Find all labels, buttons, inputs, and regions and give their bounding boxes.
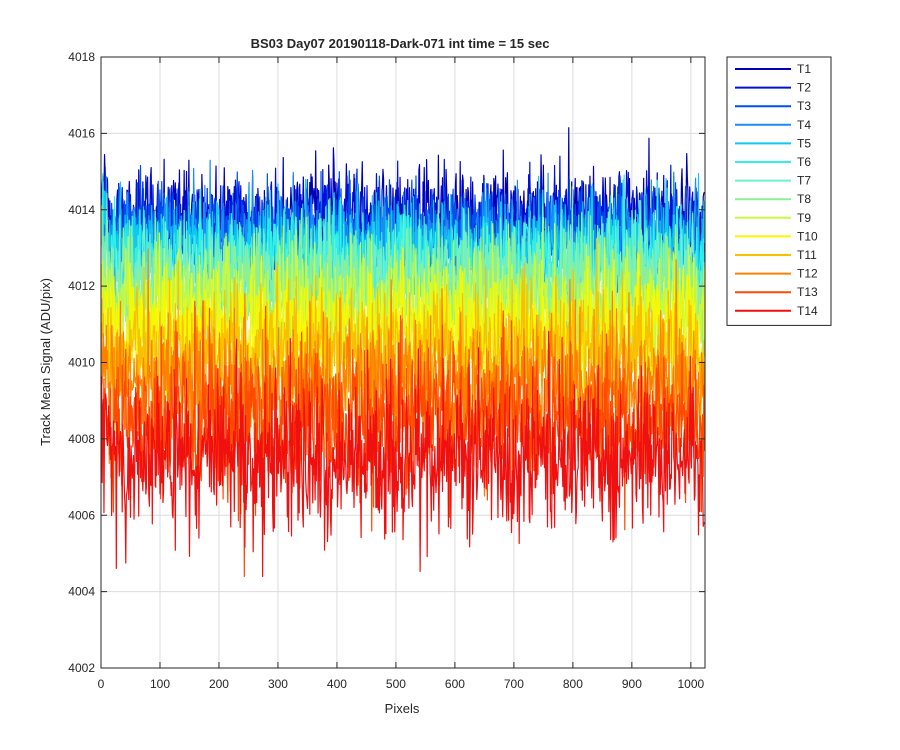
- legend-label-t14: T14: [797, 304, 818, 318]
- legend-label-t9: T9: [797, 211, 811, 225]
- legend-label-t12: T12: [797, 267, 818, 281]
- x-tick-label: 900: [622, 677, 642, 691]
- x-tick-label: 400: [327, 677, 347, 691]
- series-group: [101, 127, 705, 578]
- y-tick-label: 4018: [68, 50, 95, 64]
- y-tick-label: 4012: [68, 279, 95, 293]
- y-tick-label: 4008: [68, 432, 95, 446]
- legend-label-t1: T1: [797, 62, 811, 76]
- legend-label-t8: T8: [797, 192, 811, 206]
- y-axis-label: Track Mean Signal (ADU/pix): [38, 278, 53, 446]
- y-tick-label: 4002: [68, 661, 95, 675]
- legend-box: [726, 56, 832, 326]
- x-tick-label: 700: [504, 677, 524, 691]
- x-tick-label: 800: [563, 677, 583, 691]
- x-tick-label: 200: [209, 677, 229, 691]
- x-axis-label: Pixels: [385, 701, 420, 716]
- x-tick-label: 100: [150, 677, 170, 691]
- plot-area: 0 100 200 300 400 500 600 700 800 900 1000 4002 4004…: [68, 50, 706, 691]
- legend-label-t4: T4: [797, 118, 811, 132]
- legend-label-t5: T5: [797, 136, 811, 150]
- legend-label-t10: T10: [797, 229, 818, 243]
- x-tick-label: 600: [445, 677, 465, 691]
- legend: T1 T2 T3 T4 T5 T6 T7 T8 T9 T10 T11 T12 T13 T14: [726, 56, 832, 326]
- chart-title: BS03 Day07 20190118-Dark-071 int time = …: [251, 36, 550, 51]
- y-tick-label: 4014: [68, 203, 95, 217]
- y-tick-label: 4006: [68, 508, 95, 522]
- legend-label-t2: T2: [797, 81, 811, 95]
- y-tick-label: 4004: [68, 585, 95, 599]
- legend-label-t3: T3: [797, 99, 811, 113]
- series-line-t14: [101, 330, 705, 578]
- x-tick-label: 300: [268, 677, 288, 691]
- x-tick-label: 500: [386, 677, 406, 691]
- x-tick-label: 0: [98, 677, 105, 691]
- legend-label-t11: T11: [797, 248, 817, 262]
- legend-label-t6: T6: [797, 155, 811, 169]
- x-tick-label: 1000: [677, 677, 704, 691]
- y-tick-label: 4016: [68, 126, 95, 140]
- y-tick-label: 4010: [68, 356, 95, 370]
- legend-label-t13: T13: [797, 285, 818, 299]
- legend-label-t7: T7: [797, 174, 811, 188]
